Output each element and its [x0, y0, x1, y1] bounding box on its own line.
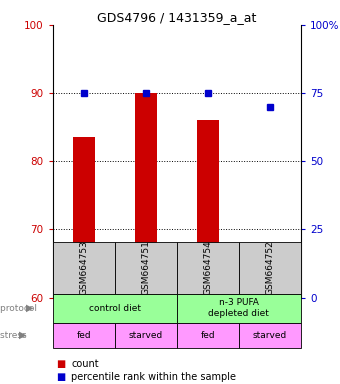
FancyBboxPatch shape — [115, 323, 177, 348]
Text: starved: starved — [253, 331, 287, 339]
FancyBboxPatch shape — [239, 323, 301, 348]
Text: protocol: protocol — [0, 304, 40, 313]
Text: control diet: control diet — [89, 304, 141, 313]
Text: fed: fed — [76, 331, 91, 339]
Bar — [73, 137, 95, 298]
FancyBboxPatch shape — [53, 323, 115, 348]
Text: GSM664752: GSM664752 — [266, 240, 274, 295]
Text: ▶: ▶ — [26, 303, 33, 313]
Text: stress: stress — [0, 331, 30, 339]
FancyBboxPatch shape — [115, 242, 177, 294]
Bar — [135, 93, 157, 298]
Text: GSM664754: GSM664754 — [203, 240, 212, 295]
Text: count: count — [71, 359, 99, 369]
Bar — [259, 263, 281, 298]
Bar — [197, 120, 219, 298]
Text: starved: starved — [129, 331, 163, 339]
Text: percentile rank within the sample: percentile rank within the sample — [71, 372, 236, 382]
Text: GSM664751: GSM664751 — [141, 240, 150, 295]
Text: GSM664753: GSM664753 — [79, 240, 88, 295]
FancyBboxPatch shape — [53, 242, 115, 294]
FancyBboxPatch shape — [239, 242, 301, 294]
Text: ■: ■ — [56, 372, 65, 382]
Title: GDS4796 / 1431359_a_at: GDS4796 / 1431359_a_at — [97, 11, 256, 24]
Text: n-3 PUFA
depleted diet: n-3 PUFA depleted diet — [208, 298, 269, 318]
FancyBboxPatch shape — [177, 242, 239, 294]
FancyBboxPatch shape — [177, 294, 301, 323]
Text: ▶: ▶ — [19, 330, 26, 340]
FancyBboxPatch shape — [53, 294, 177, 323]
Text: ■: ■ — [56, 359, 65, 369]
Text: fed: fed — [201, 331, 215, 339]
FancyBboxPatch shape — [177, 323, 239, 348]
